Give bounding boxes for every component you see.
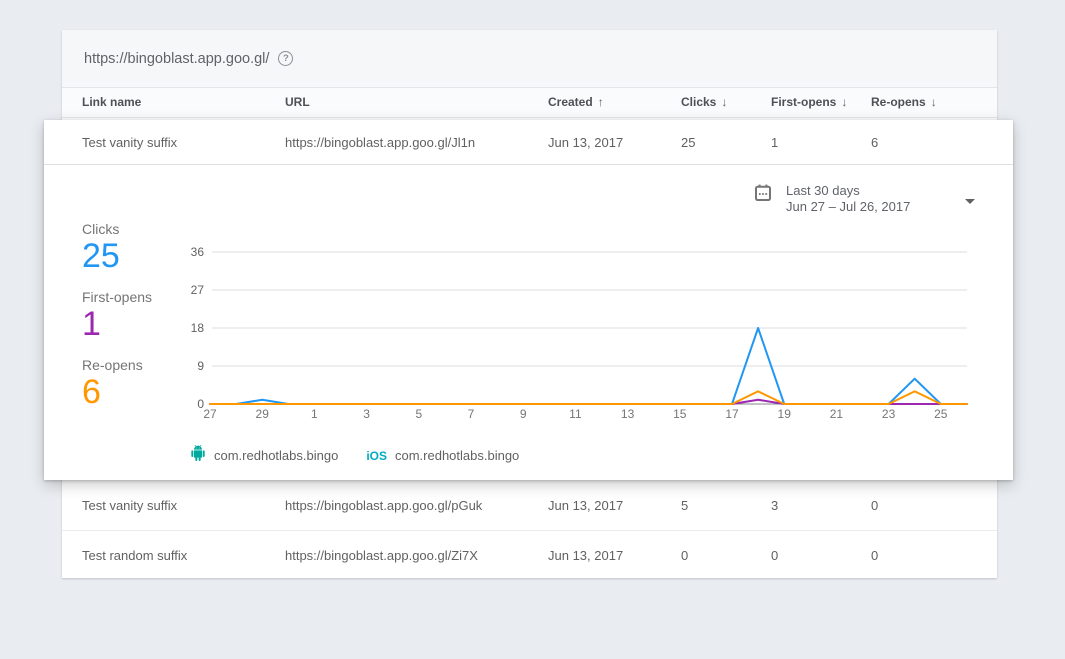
- created-cell: Jun 13, 2017: [548, 135, 624, 150]
- x-tick-label: 19: [778, 407, 792, 421]
- x-tick-label: 15: [673, 407, 687, 421]
- column-header-url[interactable]: URL: [285, 95, 310, 109]
- x-tick-label: 9: [520, 407, 527, 421]
- y-tick-label: 9: [197, 359, 204, 373]
- clicks-stat-label: Clicks: [82, 221, 120, 237]
- series-line-re-opens: [209, 390, 968, 405]
- column-header-created[interactable]: Created ↑: [548, 95, 604, 109]
- first-opens-cell: 1: [771, 135, 779, 150]
- sort-desc-icon: ↓: [841, 95, 848, 109]
- re-opens-cell: 0: [871, 548, 879, 563]
- first-opens-cell: 3: [771, 498, 779, 513]
- x-tick-label: 1: [311, 407, 318, 421]
- created-cell: Jun 13, 2017: [548, 548, 624, 563]
- ios-icon: iOS: [366, 448, 387, 463]
- link-name-cell: Test vanity suffix: [82, 135, 178, 150]
- sort-desc-icon: ↓: [930, 95, 937, 109]
- y-tick-label: 36: [191, 245, 205, 259]
- re-opens-stat-label: Re-opens: [82, 357, 143, 373]
- date-range-selector[interactable]: Last 30 days Jun 27 – Jul 26, 2017: [753, 183, 910, 215]
- link-url-cell: https://bingoblast.app.goo.gl/Jl1n: [285, 135, 476, 150]
- created-cell: Jun 13, 2017: [548, 498, 624, 513]
- legend-item-android: com.redhotlabs.bingo: [190, 445, 338, 466]
- calendar-icon: [753, 183, 773, 208]
- column-header-link-name[interactable]: Link name: [82, 95, 142, 109]
- column-header-re-opens[interactable]: Re-opens ↓: [871, 95, 937, 109]
- date-range-label: Last 30 days: [786, 183, 860, 198]
- x-tick-label: 29: [256, 407, 270, 421]
- x-tick-label: 17: [725, 407, 739, 421]
- clicks-cell: 5: [681, 498, 689, 513]
- chevron-down-icon[interactable]: [965, 199, 975, 204]
- card-header: https://bingoblast.app.goo.gl/ ?: [62, 30, 997, 88]
- link-name-cell: Test random suffix: [82, 548, 188, 563]
- domain-url: https://bingoblast.app.goo.gl/: [84, 50, 270, 67]
- x-tick-label: 23: [882, 407, 896, 421]
- clicks-stat-value: 25: [82, 237, 120, 275]
- table-row[interactable]: Test random suffix https://bingoblast.ap…: [62, 530, 997, 579]
- legend-label-android: com.redhotlabs.bingo: [214, 448, 339, 463]
- first-opens-stat-label: First-opens: [82, 289, 153, 305]
- expanded-link-panel: Test vanity suffix https://bingoblast.ap…: [44, 120, 1013, 480]
- sort-asc-icon: ↑: [597, 95, 604, 109]
- re-opens-cell: 0: [871, 498, 879, 513]
- clicks-cell: 25: [681, 135, 696, 150]
- x-tick-label: 13: [621, 407, 635, 421]
- link-url-cell: https://bingoblast.app.goo.gl/Zi7X: [285, 548, 478, 563]
- chart-legend: com.redhotlabs.bingo iOS com.redhotlabs.…: [190, 445, 519, 466]
- y-tick-label: 27: [191, 283, 205, 297]
- x-tick-label: 3: [363, 407, 370, 421]
- legend-item-ios: iOS com.redhotlabs.bingo: [366, 448, 519, 463]
- first-opens-cell: 0: [771, 548, 779, 563]
- table-row[interactable]: Test vanity suffix https://bingoblast.ap…: [62, 481, 997, 530]
- y-tick-label: 0: [197, 397, 204, 411]
- clicks-cell: 0: [681, 548, 689, 563]
- x-tick-label: 7: [468, 407, 475, 421]
- re-opens-cell: 6: [871, 135, 879, 150]
- x-tick-label: 25: [934, 407, 948, 421]
- re-opens-stat-value: 6: [82, 373, 101, 411]
- column-header-clicks[interactable]: Clicks ↓: [681, 95, 728, 109]
- legend-label-ios: com.redhotlabs.bingo: [394, 448, 520, 463]
- help-icon[interactable]: ?: [278, 51, 294, 66]
- link-url-cell: https://bingoblast.app.goo.gl/pGuk: [285, 498, 483, 513]
- x-tick-label: 21: [830, 407, 844, 421]
- y-tick-label: 18: [191, 321, 205, 335]
- x-tick-label: 27: [203, 407, 217, 421]
- link-name-cell: Test vanity suffix: [82, 498, 178, 513]
- expanded-table-row[interactable]: Test vanity suffix https://bingoblast.ap…: [44, 120, 1013, 165]
- sort-desc-icon: ↓: [721, 95, 728, 109]
- x-tick-label: 11: [569, 407, 582, 421]
- table-header: Link name URL Created ↑ Clicks ↓ First-ope…: [62, 88, 997, 118]
- column-header-first-opens[interactable]: First-opens ↓: [771, 95, 848, 109]
- x-tick-label: 5: [415, 407, 422, 421]
- date-range-value: Jun 27 – Jul 26, 2017: [786, 199, 911, 214]
- first-opens-stat-value: 1: [82, 305, 101, 343]
- android-icon: [190, 445, 206, 466]
